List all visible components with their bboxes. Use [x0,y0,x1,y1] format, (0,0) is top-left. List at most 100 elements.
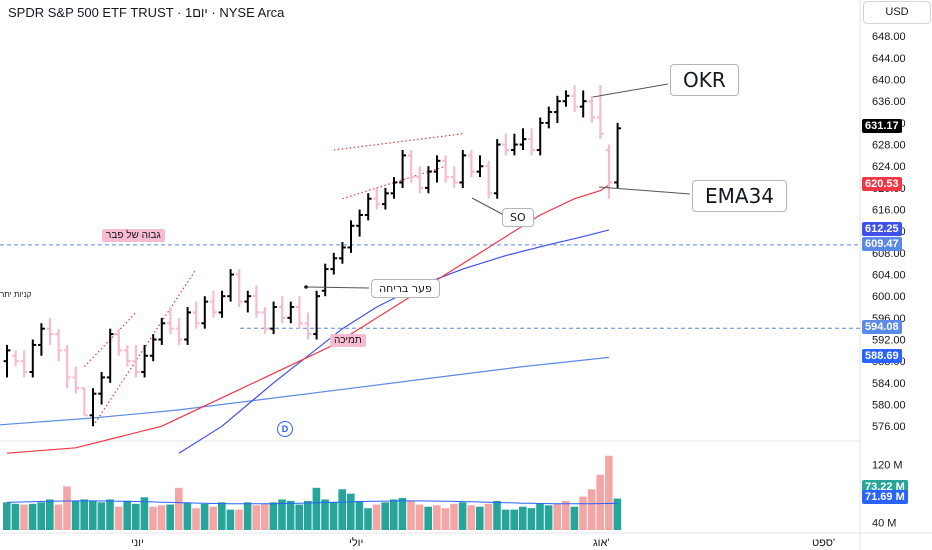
currency-selector[interactable]: USD [863,1,931,24]
volume-bar [295,504,303,530]
volume-bar [46,499,54,530]
volume-bar [304,500,312,530]
y-tick-label: 616.00 [872,205,906,217]
volume-bar [71,500,80,530]
volume-bar [364,508,372,530]
volume-bar [218,502,226,530]
volume-bar [510,509,518,530]
dividend-marker-icon[interactable]: D [277,421,293,437]
channel-line [92,268,197,427]
volume-bar [347,493,355,530]
volume-bar [476,506,484,530]
price-badge: 612.25 [862,221,902,236]
volume-bar [458,502,467,530]
volume-bar [209,506,217,530]
volume-bar [132,503,140,530]
channel-line [333,133,463,151]
volume-bar [63,486,71,530]
price-badge: 609.47 [862,236,902,251]
gap-connector [306,286,370,289]
volume-bar [28,503,37,530]
price-badge: 631.17 [862,119,902,134]
volume-bar [579,496,587,530]
volume-bar [123,500,131,530]
volume-bar [20,504,28,530]
left-edge-text: קניות יתר [0,290,32,299]
volume-bar [390,499,398,530]
volume-badge: 71.69 M [862,490,908,504]
volume-bar [372,504,381,530]
price-badge: 594.08 [862,320,902,335]
volume-bar [183,502,192,530]
volume-bar [157,505,166,530]
feb-high-label[interactable]: גבוה של פבר [102,229,165,242]
gap-dot [304,285,308,289]
ema34-annotation[interactable]: EMA34 [692,180,788,212]
breakaway-gap-annotation[interactable]: פער בריחה [371,279,440,298]
volume-bar [450,503,458,530]
volume-bar [140,497,149,530]
volume-bar [433,505,441,530]
volume-bar [398,498,407,530]
volume-bar [536,503,544,530]
y-tick-label: 580.00 [872,400,906,412]
volume-bar [553,503,561,530]
volume-bar [243,502,252,530]
y-tick-label: 592.00 [872,335,906,347]
y-tick-label: 628.00 [872,140,906,152]
y-tick-label: 624.00 [872,161,906,173]
y-tick-label: 644.00 [872,53,906,65]
volume-bar [605,455,613,530]
volume-bar [441,508,450,530]
price-badge: 620.53 [862,177,902,191]
y-tick-label: 576.00 [872,421,906,433]
symbol-header[interactable]: SPDR S&P 500 ETF TRUST · 1יום · NYSE Arc… [8,5,285,20]
volume-bar [596,474,604,530]
y-tick-label: 600.00 [872,291,906,303]
volume-bar [613,498,622,530]
volume-bar [321,499,329,530]
volume-bar [407,500,415,530]
volume-tick-label: 120 M [872,460,903,472]
volume-bar [562,500,570,530]
y-tick-label: 584.00 [872,378,906,390]
volume-bar [527,508,536,530]
volume-bar [3,502,11,530]
y-tick-label: 636.00 [872,96,906,108]
y-tick-label: 640.00 [872,75,906,87]
volume-bar [424,506,432,530]
ma-long-line [0,356,610,426]
volume-tick-label: 40 M [872,518,896,530]
x-tick-label: יוני [131,537,144,549]
volume-bar [54,504,63,530]
volume-bar [37,502,45,530]
support-label[interactable]: תמיכה [330,334,366,347]
price-badge: 588.69 [862,349,902,364]
volume-bar [544,505,553,530]
okr-annotation[interactable]: OKR [670,64,739,96]
volume-bar [587,489,596,530]
volume-bar [192,508,200,530]
volume-bar [278,499,286,530]
x-tick-label: יולי [349,536,363,549]
volume-bar [312,487,321,530]
volume-bar [329,502,338,530]
volume-bar [338,489,346,530]
so-annotation[interactable]: SO [502,208,534,227]
volume-bar [286,500,295,530]
okr-connector [592,83,669,98]
so-connector [471,197,503,215]
volume-bar [501,509,510,530]
volume-bar [355,500,364,530]
y-tick-label: 604.00 [872,270,906,282]
volume-bar [166,504,174,530]
volume-bar [252,505,260,530]
y-tick-label: 648.00 [872,31,906,43]
ema34-connector [598,186,691,195]
volume-bar [11,503,20,530]
volume-bar [570,506,579,530]
ma-blue-line [178,229,610,454]
volume-bar [269,502,278,530]
volume-bar [519,506,527,530]
